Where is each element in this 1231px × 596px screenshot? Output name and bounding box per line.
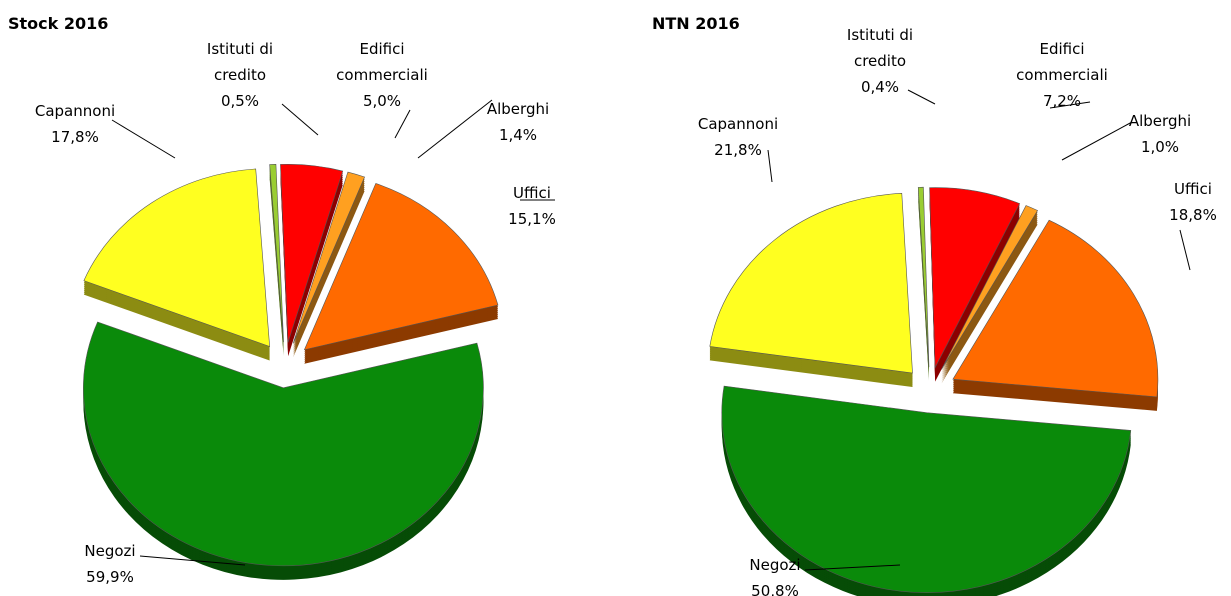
leader-line: [907, 89, 936, 105]
value-label: 1,0%: [1140, 138, 1180, 156]
leader-line: [417, 99, 493, 159]
slice-side: [918, 201, 929, 382]
data-label: Alberghi 1,0%: [1100, 108, 1220, 160]
slice: [941, 205, 1039, 370]
value-label: 17,8%: [51, 128, 99, 146]
leader-line: [394, 109, 411, 139]
slice: [83, 168, 271, 347]
value-label: 7,2%: [1042, 92, 1082, 110]
slice-side: [918, 193, 929, 374]
slice-side: [918, 199, 929, 380]
leader-line: [804, 564, 901, 571]
value-label: 5,0%: [362, 92, 402, 110]
slice: [83, 321, 484, 567]
value-label: 21,8%: [714, 141, 762, 159]
data-label: Alberghi 1,4%: [458, 96, 578, 148]
category-label: Capannoni: [34, 102, 116, 120]
slice-side: [269, 170, 284, 349]
value-label: 0,5%: [220, 92, 260, 110]
category-label: Istituti di credito: [206, 40, 274, 84]
category-label: Edifici commerciali: [1016, 40, 1108, 84]
data-label: Istituti di credito 0,4%: [820, 22, 940, 100]
category-label: Alberghi: [1128, 112, 1192, 130]
data-label: Negozi 59,9%: [50, 538, 170, 590]
data-label: Istituti di credito 0,5%: [180, 36, 300, 114]
chart-title: NTN 2016: [652, 14, 740, 33]
leader-line: [1049, 101, 1091, 109]
category-label: Negozi: [749, 556, 801, 574]
slice-side: [269, 174, 284, 353]
data-label: Edifici commerciali 7,2%: [1002, 36, 1122, 114]
data-label: Negozi 50,8%: [715, 552, 835, 596]
slice: [721, 385, 1132, 594]
value-label: 1,4%: [498, 126, 538, 144]
value-label: 15,1%: [508, 210, 556, 228]
data-label: Capannoni 17,8%: [15, 98, 135, 150]
slice: [292, 171, 366, 344]
category-label: Uffici: [513, 184, 551, 202]
slice-side: [269, 172, 284, 351]
slice-side: [918, 197, 929, 378]
chart-title: Stock 2016: [8, 14, 109, 33]
category-label: Capannoni: [697, 115, 779, 133]
value-label: 0,4%: [860, 78, 900, 96]
slice: [709, 192, 913, 374]
leader-line: [139, 555, 246, 566]
slice-side: [269, 176, 284, 355]
slice: [269, 163, 284, 343]
data-label: Uffici 15,1%: [472, 180, 592, 232]
slice: [929, 187, 1021, 369]
value-label: 50,8%: [751, 582, 799, 596]
leader-line: [1061, 121, 1133, 161]
slice-side: [918, 195, 929, 376]
leader-line: [111, 119, 176, 159]
slice: [917, 186, 930, 368]
slice: [952, 219, 1159, 398]
data-label: Uffici 18,8%: [1133, 176, 1231, 228]
slice: [303, 183, 499, 351]
leader-line: [281, 103, 319, 136]
leader-line: [767, 149, 773, 183]
value-label: 18,8%: [1169, 206, 1217, 224]
category-label: Alberghi: [486, 100, 550, 118]
category-label: Edifici commerciali: [336, 40, 428, 84]
category-label: Uffici: [1174, 180, 1212, 198]
value-label: 59,9%: [86, 568, 134, 586]
data-label: Capannoni 21,8%: [678, 111, 798, 163]
category-label: Istituti di credito: [846, 26, 914, 70]
leader-line: [1179, 229, 1191, 271]
slice-side: [269, 178, 284, 357]
category-label: Negozi: [84, 542, 136, 560]
data-label: Edifici commerciali 5,0%: [322, 36, 442, 114]
slice: [280, 164, 344, 343]
